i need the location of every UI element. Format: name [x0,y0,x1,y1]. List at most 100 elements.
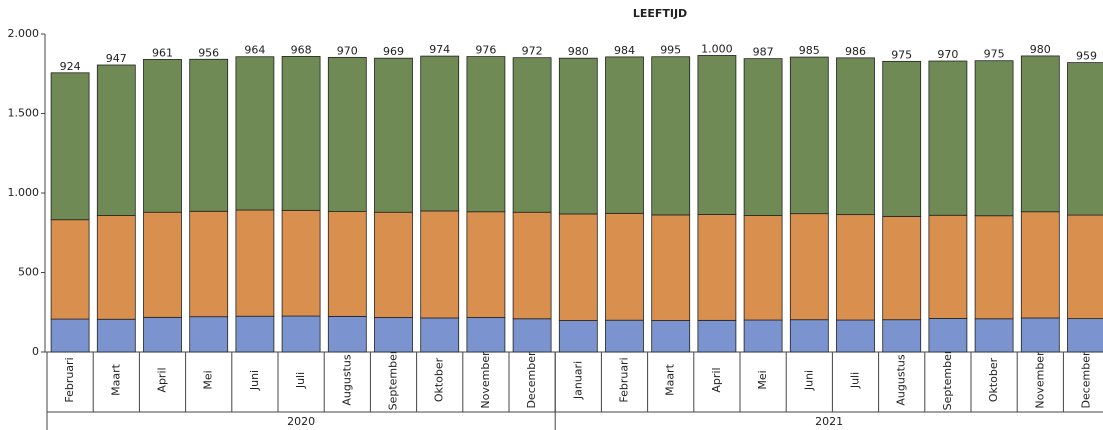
data-label: 1.000 [701,42,733,55]
bar-segment [281,56,321,211]
bar-segment [789,213,829,321]
bar-segment [605,56,644,214]
data-label: 980 [1030,43,1051,56]
bar-segment [558,320,598,353]
bar-segment [974,318,1014,353]
bar-segment [235,209,275,317]
x-tick-label: Maart [109,363,122,395]
bar-segment [1020,55,1060,213]
bar-segment [882,60,922,217]
bar-segment [605,319,644,353]
bar-segment [1067,62,1103,216]
bar-segment [651,320,691,353]
bar-segment [466,317,506,353]
bar-segment [512,57,552,213]
data-label: 956 [198,46,219,59]
bar-segment [235,315,275,353]
data-label: 968 [291,43,312,56]
bar-segment [743,319,783,353]
bar-segment [420,317,460,353]
bar-segment [96,318,136,353]
bar-segment [466,211,506,318]
x-tick-label: December [525,351,538,409]
bar-segment [466,56,506,213]
data-label: 986 [845,45,866,58]
data-label: 959 [1076,50,1097,63]
y-tick-label: 1.000 [8,186,40,199]
bar-segment [743,58,783,216]
data-label: 975 [891,48,912,61]
bar-segment [974,60,1014,217]
x-tick-label: Juni [248,370,261,391]
bar-segment [420,55,460,212]
data-label: 961 [152,46,173,59]
data-label: 970 [937,48,958,61]
bar-segment [651,56,691,216]
bar-segment [420,210,460,319]
data-label: 980 [568,45,589,58]
bar-segment [50,318,90,353]
bar-segment [882,215,922,321]
bar-segment [235,56,275,211]
x-tick-label: Mei [202,370,215,389]
bar-segment [96,215,136,320]
bar-segment [1020,317,1060,353]
x-tick-label: Augustus [340,354,353,405]
bar-segment [697,319,737,353]
bar-segment [50,72,90,221]
bar-segment [189,58,229,212]
bar-segment [974,215,1014,320]
bar-segment [327,315,367,353]
data-label: 947 [106,52,127,65]
x-tick-label: Februari [63,357,76,402]
bar-segment [143,59,182,213]
x-tick-label: Oktober [987,357,1000,402]
bar-segment [789,56,829,215]
data-label: 969 [383,45,404,58]
group-label: 2021 [815,415,843,428]
x-tick-label: November [479,351,492,409]
bar-segment [605,212,644,321]
x-tick-label: Mei [756,370,769,389]
bar-segment [1020,211,1060,319]
x-tick-label: Maart [664,363,677,395]
group-label: 2020 [287,415,315,428]
bar-segment [928,318,968,353]
bar-segment [512,211,552,320]
bar-segment [1067,318,1103,353]
bar-segment [558,213,598,321]
x-tick-label: Juni [802,370,815,391]
x-tick-label: Februari [618,357,631,402]
data-label: 984 [614,44,635,57]
bar-segment [928,214,968,319]
bar-segment [789,319,829,353]
bar-segment [189,210,229,318]
data-label: 976 [475,44,496,57]
bar-segment [1067,214,1103,320]
bar-segment [143,211,182,318]
bar-segment [189,316,229,353]
x-tick-label: September [941,349,954,410]
data-label: 975 [984,48,1005,61]
bar-segment [50,219,90,320]
bar-segment [651,214,691,321]
chart-title: LEEFTIJD [633,7,687,20]
x-tick-label: September [387,349,400,410]
data-label: 985 [799,44,820,57]
x-tick-label: Januari [571,361,584,400]
bar-segment [374,211,413,318]
y-tick-label: 500 [18,266,39,279]
x-tick-label: Augustus [895,354,908,405]
bar-segment [882,319,922,353]
data-label: 972 [522,45,543,58]
bar-segment [281,209,321,317]
bar-segment [281,315,321,353]
bar-segment [327,211,367,317]
bar-segment [512,318,552,353]
x-tick-label: April [710,367,723,392]
x-tick-label: Juli [849,372,862,389]
y-tick-label: 2.000 [8,27,40,40]
data-label: 964 [244,44,265,57]
bar-segment [697,55,737,215]
